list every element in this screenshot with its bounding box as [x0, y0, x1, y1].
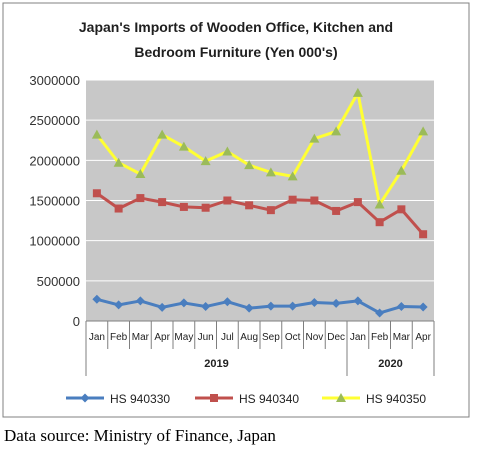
series-lines	[91, 87, 429, 318]
data-point	[179, 298, 189, 308]
data-point	[331, 126, 342, 136]
data-point	[135, 296, 145, 306]
chart-title-line-2: Bedroom Furniture (Yen 000's)	[134, 44, 337, 60]
y-tick-label: 2000000	[29, 153, 80, 168]
data-point	[310, 196, 319, 205]
x-tick-label: Feb	[371, 332, 389, 343]
data-point	[244, 303, 254, 313]
data-point	[136, 194, 145, 203]
data-point	[114, 300, 124, 310]
data-point	[287, 171, 298, 181]
data-point	[244, 160, 255, 170]
x-tick-label: Jan	[350, 332, 366, 343]
data-point	[157, 302, 167, 312]
data-point	[114, 204, 123, 213]
data-point	[222, 297, 232, 307]
legend-swatch-marker	[210, 394, 218, 402]
data-point	[201, 203, 210, 212]
series-line	[96, 192, 425, 236]
data-point	[157, 129, 168, 139]
data-point	[135, 168, 146, 178]
data-point	[419, 230, 428, 239]
data-point	[288, 301, 298, 311]
x-tick-label: Mar	[132, 332, 150, 343]
data-point	[331, 298, 341, 308]
x-tick-label: Jan	[89, 332, 105, 343]
data-point	[309, 298, 319, 308]
x-tick-label: Dec	[327, 332, 345, 343]
data-point	[374, 199, 385, 209]
series-line	[96, 297, 424, 315]
data-point	[332, 206, 341, 215]
x-tick-label: Apr	[415, 332, 431, 343]
x-tick-label: Jun	[198, 332, 214, 343]
data-point	[396, 302, 406, 312]
x-tick-label: Jul	[221, 332, 234, 343]
data-point	[265, 167, 276, 177]
y-axis-ticks: 0 500000 1000000 1500000 2000000 2500000 30000…	[29, 73, 80, 329]
y-tick-label: 1500000	[29, 194, 80, 209]
x-tick-label: Aug	[240, 332, 258, 343]
series-0	[92, 294, 428, 318]
data-point	[179, 202, 188, 211]
x-tick-label: Apr	[154, 332, 170, 343]
data-point	[245, 201, 254, 210]
data-point	[113, 157, 124, 167]
year-group-label: 2020	[378, 358, 402, 370]
series-2	[91, 87, 429, 209]
gridlines	[86, 79, 434, 282]
data-point	[178, 141, 189, 151]
x-axis: Jan Feb Mar Apr May Jun Jul Aug Sep Oct Nov Dec Jan F…	[85, 320, 435, 376]
data-point	[418, 126, 429, 136]
x-tick-label: Mar	[393, 332, 411, 343]
data-point	[223, 196, 232, 205]
legend-label: HS 940340	[239, 392, 299, 406]
x-tick-label: Sep	[262, 332, 280, 343]
y-tick-label: 3000000	[29, 73, 80, 88]
data-point	[201, 302, 211, 312]
data-point	[353, 296, 363, 306]
data-point	[266, 206, 275, 215]
data-source-note: Data source: Ministry of Finance, Japan	[4, 426, 276, 445]
legend-label: HS 940350	[366, 392, 426, 406]
y-tick-label: 0	[73, 314, 80, 329]
legend: HS 940330 HS 940340 HS 940350	[66, 392, 426, 406]
data-point	[418, 302, 428, 312]
year-group-label: 2019	[204, 358, 228, 370]
x-tick-label: Feb	[110, 332, 128, 343]
series-1	[92, 189, 428, 239]
data-point	[266, 301, 276, 311]
data-point	[352, 87, 363, 97]
y-tick-label: 1000000	[29, 234, 80, 249]
series-line	[95, 91, 425, 207]
data-point	[200, 156, 211, 166]
data-point	[92, 294, 102, 304]
data-point	[309, 133, 320, 143]
data-point	[375, 308, 385, 318]
y-tick-label: 500000	[37, 274, 80, 289]
data-point	[396, 165, 407, 175]
x-tick-label: Nov	[305, 332, 323, 343]
data-point	[353, 198, 362, 207]
chart-title-line-1: Japan's Imports of Wooden Office, Kitche…	[79, 19, 393, 35]
data-point	[375, 218, 384, 227]
x-tick-label: Oct	[285, 332, 301, 343]
y-tick-label: 2500000	[29, 113, 80, 128]
legend-swatch-marker	[80, 393, 90, 403]
data-point	[158, 198, 167, 207]
x-tick-label: May	[174, 332, 193, 343]
data-point	[92, 189, 101, 198]
legend-label: HS 940330	[110, 392, 170, 406]
data-point	[91, 129, 102, 139]
data-point	[222, 146, 233, 156]
legend-swatch-marker	[336, 393, 346, 402]
data-point	[288, 195, 297, 204]
data-point	[397, 205, 406, 214]
